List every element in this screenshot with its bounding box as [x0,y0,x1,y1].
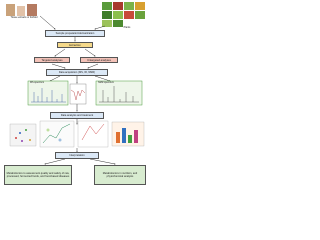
acquisition-box: Data acquisition (MS, IR, NMR) [46,69,108,76]
page: {"header": {"source": "Tissue extracts o… [0,0,150,189]
animal-icons [6,4,37,16]
plant-icons [102,2,145,27]
interpretation-box: Interpretation [55,152,99,159]
analysis-plots [9,120,145,148]
nutrition-outcome-box: Metabolomics in nutrition, and phytochem… [94,165,146,185]
preparation-box: Sample preparation/derivatization [45,30,105,37]
ms-label: MS spectrum [30,81,45,84]
extraction-box: Extraction [57,42,93,48]
source-label: Tissue extracts or biofluid [10,16,38,19]
nmr-label: NMR spectrum [98,81,114,84]
analysis-box: Data analysis and treatment [50,112,104,119]
targeted-box: Targeted analyses [34,57,70,63]
nmr-spectrum-panel [95,80,143,106]
diagram-graphics [6,2,145,165]
plants-label: Plants [123,26,131,29]
untargeted-box: Untargeted analyses [80,57,118,63]
arrows [39,15,116,165]
food-outcome-box: Metabolomics to assessment quality and s… [4,165,72,185]
ir-spectrum-panel [69,83,87,105]
ms-spectrum-panel [27,80,69,106]
